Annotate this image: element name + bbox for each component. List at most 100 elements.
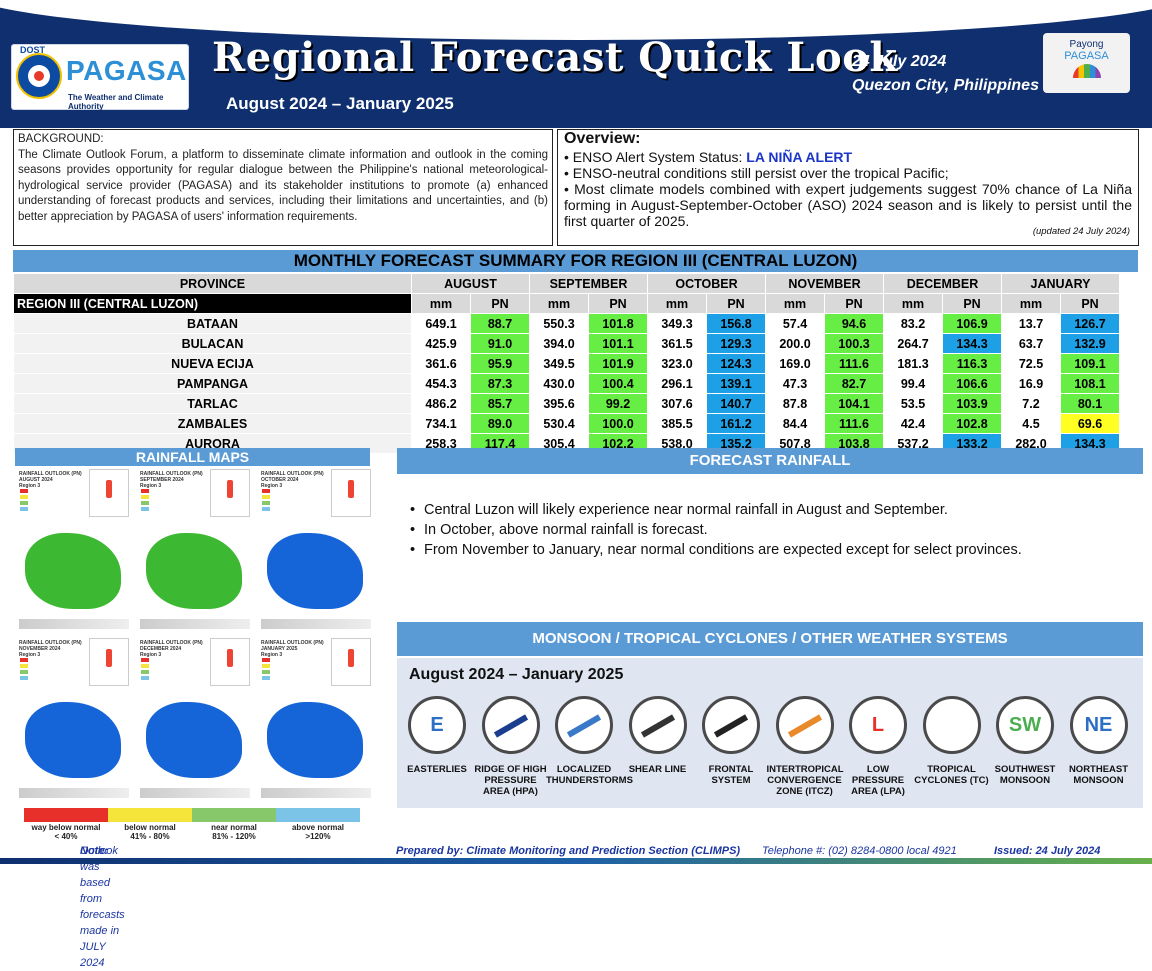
- issue-place: Quezon City, Philippines: [852, 77, 1039, 95]
- legend-swatch: [262, 658, 270, 662]
- philippines-inset-map: [331, 469, 371, 517]
- legend-swatch: [20, 670, 28, 674]
- low-pressure-icon: L: [849, 696, 907, 754]
- weather-system-label: RIDGE OF HIGH PRESSURE AREA (HPA): [473, 764, 549, 797]
- rainfall-map-heading: RAINFALL OUTLOOK (PN) OCTOBER 2024 Regio…: [261, 471, 324, 489]
- overview-line: • Most climate models combined with expe…: [564, 181, 1132, 229]
- rainfall-map: RAINFALL OUTLOOK (PN) JANUARY 2025 Regio…: [257, 636, 375, 800]
- mm-cell: 53.5: [884, 394, 943, 414]
- weather-system-item: NE NORTHEAST MONSOON: [1061, 696, 1137, 786]
- legend-range: >120%: [276, 832, 360, 841]
- philippines-inset-map: [89, 469, 129, 517]
- overview-title: Overview:: [564, 131, 1132, 147]
- legend-swatch: [20, 501, 28, 505]
- issue-date: 24 July 2024: [852, 53, 946, 71]
- payong-line2: PAGASA: [1043, 50, 1130, 62]
- legend-swatch: [20, 495, 28, 499]
- philippines-inset-map: [210, 469, 250, 517]
- legend-swatch: [262, 670, 270, 674]
- province-cell: BULACAN: [14, 334, 412, 354]
- icon-mark: [640, 714, 674, 737]
- mm-cell: 307.6: [648, 394, 707, 414]
- weather-system-item: FRONTAL SYSTEM: [693, 696, 769, 786]
- table-row: BULACAN 425.9 91.0 394.0 101.1 361.5 129.3 200.…: [14, 334, 1120, 354]
- logo-name: PAGASA: [66, 55, 187, 87]
- tropical-cyclone-icon: ෡: [923, 696, 981, 754]
- weather-system-item: ෡ TROPICAL CYCLONES (TC): [914, 696, 990, 786]
- legend-swatch: [141, 676, 149, 680]
- footer-telephone: Telephone #: (02) 8284-0800 local 4921: [762, 843, 957, 859]
- weather-system-item: LOCALIZED THUNDERSTORMS: [546, 696, 622, 786]
- pn-cell: 80.1: [1061, 394, 1120, 414]
- pn-cell: 102.8: [943, 414, 1002, 434]
- mm-cell: 87.8: [766, 394, 825, 414]
- pn-header: PN: [1061, 294, 1120, 314]
- mm-cell: 323.0: [648, 354, 707, 374]
- rainfall-map-heading: RAINFALL OUTLOOK (PN) SEPTEMBER 2024 Reg…: [140, 471, 203, 489]
- legend-range: < 40%: [24, 832, 108, 841]
- rainfall-map-heading: RAINFALL OUTLOOK (PN) NOVEMBER 2024 Regi…: [19, 640, 82, 658]
- region-map-shape: [25, 702, 121, 778]
- mm-cell: 349.5: [530, 354, 589, 374]
- mm-cell: 361.6: [412, 354, 471, 374]
- icon-mark: [787, 714, 821, 737]
- rainfall-maps-title: RAINFALL MAPS: [15, 448, 370, 466]
- province-cell: ZAMBALES: [14, 414, 412, 434]
- legend-category: way below normal: [24, 823, 108, 832]
- pn-cell: 100.3: [825, 334, 884, 354]
- legend-swatch: [20, 658, 28, 662]
- pn-header: PN: [471, 294, 530, 314]
- table-title: MONTHLY FORECAST SUMMARY FOR REGION III …: [13, 250, 1138, 272]
- icon-mark: [493, 714, 527, 737]
- background-text: The Climate Outlook Forum, a platform to…: [18, 148, 548, 226]
- mm-cell: 425.9: [412, 334, 471, 354]
- rainfall-map: RAINFALL OUTLOOK (PN) SEPTEMBER 2024 Reg…: [136, 467, 254, 631]
- pn-cell: 140.7: [707, 394, 766, 414]
- thunderstorm-icon: [555, 696, 613, 754]
- legend-swatch: [141, 495, 149, 499]
- weather-system-item: INTERTROPICAL CONVERGENCE ZONE (ITCZ): [767, 696, 843, 797]
- province-cell: TARLAC: [14, 394, 412, 414]
- mm-cell: 169.0: [766, 354, 825, 374]
- weather-systems-period: August 2024 – January 2025: [409, 666, 623, 684]
- mm-header: mm: [1002, 294, 1061, 314]
- legend-category: above normal: [276, 823, 360, 832]
- legend-swatch: [262, 664, 270, 668]
- pn-cell: 100.4: [589, 374, 648, 394]
- pn-cell: 82.7: [825, 374, 884, 394]
- legend-category: below normal: [108, 823, 192, 832]
- pn-cell: 109.1: [1061, 354, 1120, 374]
- mm-cell: 649.1: [412, 314, 471, 334]
- legend-label: near normal 81% - 120%: [192, 823, 276, 841]
- pn-cell: 124.3: [707, 354, 766, 374]
- overview-line: • ENSO-neutral conditions still persist …: [564, 165, 1132, 181]
- region-map-shape: [267, 702, 363, 778]
- weather-system-label: FRONTAL SYSTEM: [693, 764, 769, 786]
- easterlies-icon: E: [408, 696, 466, 754]
- pn-header: PN: [943, 294, 1002, 314]
- enso-status-label: • ENSO Alert System Status:: [564, 149, 746, 165]
- pn-cell: 103.9: [943, 394, 1002, 414]
- mm-cell: 550.3: [530, 314, 589, 334]
- weather-system-label: NORTHEAST MONSOON: [1061, 764, 1137, 786]
- footer-issued: Issued: 24 July 2024: [994, 843, 1100, 859]
- footer-strip: [0, 858, 1152, 864]
- mm-cell: 264.7: [884, 334, 943, 354]
- overview-box: Overview: • ENSO Alert System Status: LA…: [557, 129, 1139, 246]
- province-cell: BATAAN: [14, 314, 412, 334]
- pn-cell: 101.8: [589, 314, 648, 334]
- legend-swatch: [262, 676, 270, 680]
- pn-cell: 85.7: [471, 394, 530, 414]
- enso-status-line: • ENSO Alert System Status: LA NIÑA ALER…: [564, 149, 1132, 165]
- pn-cell: 100.0: [589, 414, 648, 434]
- footer-prepared: Prepared by: Climate Monitoring and Pred…: [396, 843, 740, 859]
- weather-system-label: TROPICAL CYCLONES (TC): [914, 764, 990, 786]
- mm-header: mm: [412, 294, 471, 314]
- weather-system-label: SHEAR LINE: [620, 764, 696, 775]
- mm-cell: 486.2: [412, 394, 471, 414]
- pagasa-logo: DOST PAGASA The Weather and Climate Auth…: [11, 44, 189, 110]
- mm-cell: 430.0: [530, 374, 589, 394]
- mm-cell: 734.1: [412, 414, 471, 434]
- rainfall-map: RAINFALL OUTLOOK (PN) AUGUST 2024 Region…: [15, 467, 133, 631]
- rainfall-map: RAINFALL OUTLOOK (PN) OCTOBER 2024 Regio…: [257, 467, 375, 631]
